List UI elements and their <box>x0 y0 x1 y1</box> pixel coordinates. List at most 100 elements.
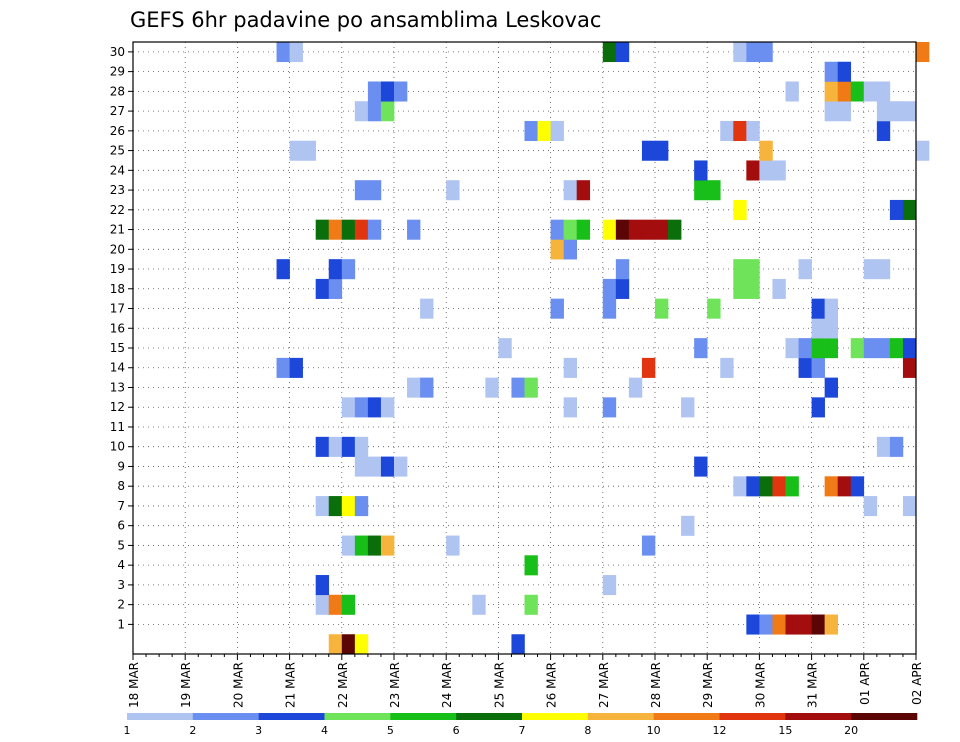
precip-cell <box>772 278 786 299</box>
precip-cell <box>824 318 838 339</box>
precip-cell <box>524 120 538 142</box>
precip-cell <box>367 81 382 102</box>
precip-cell <box>824 298 838 319</box>
y-axis: 1234567891011121314151617181920212223242… <box>110 45 133 631</box>
precip-cell <box>837 61 852 82</box>
precip-cell <box>563 180 577 201</box>
x-tick-label: 26 MAR <box>545 662 559 708</box>
y-tick-label: 16 <box>110 321 125 335</box>
precip-cell <box>315 219 330 240</box>
legend-label: 4 <box>321 724 328 737</box>
precip-cell <box>824 614 838 635</box>
precip-cell <box>628 377 643 398</box>
precip-cell <box>863 496 878 517</box>
precip-cell <box>889 101 904 122</box>
x-tick-label: 23 MAR <box>388 662 402 708</box>
precip-cell <box>354 456 369 477</box>
legend-swatch <box>324 713 391 720</box>
y-tick-label: 19 <box>110 262 125 276</box>
precip-cell <box>315 496 330 517</box>
precip-cell <box>472 594 486 615</box>
precip-cell <box>407 219 421 240</box>
precip-cell <box>550 120 564 142</box>
precip-cell <box>615 42 630 63</box>
x-tick-label: 27 MAR <box>597 662 611 708</box>
precip-cell <box>798 259 812 280</box>
precip-cell <box>641 140 656 161</box>
precip-cell <box>811 397 825 418</box>
precip-cell <box>354 180 369 201</box>
precip-cell <box>720 357 734 378</box>
precip-cell <box>446 180 460 201</box>
precip-cell <box>837 81 852 102</box>
precip-cell <box>341 535 356 556</box>
precip-cell <box>407 377 421 398</box>
y-tick-label: 21 <box>110 223 125 237</box>
y-tick-label: 13 <box>110 380 125 394</box>
precip-cell <box>798 614 812 635</box>
precip-cell <box>746 278 760 299</box>
y-tick-label: 2 <box>117 598 125 612</box>
x-tick-label: 24 MAR <box>440 662 454 708</box>
precip-cell <box>354 496 369 517</box>
precip-cell <box>550 298 564 319</box>
y-tick-label: 18 <box>110 282 125 296</box>
precip-cell <box>772 160 786 181</box>
legend-label: 12 <box>713 724 727 737</box>
precip-cell <box>759 140 773 161</box>
precip-cell <box>289 357 303 378</box>
precip-cell <box>876 338 891 359</box>
precip-cell <box>850 476 865 497</box>
precip-cell <box>380 397 395 418</box>
precip-cell <box>798 338 812 359</box>
legend-label: 2 <box>189 724 196 737</box>
precip-cell <box>694 338 708 359</box>
x-tick-label: 21 MAR <box>284 662 298 708</box>
precip-cell <box>576 180 591 201</box>
precip-cell <box>837 476 852 497</box>
precip-cell <box>785 338 799 359</box>
x-tick-label: 31 MAR <box>806 662 820 708</box>
precip-cell <box>563 397 577 418</box>
precip-cell <box>276 259 290 280</box>
precip-cell <box>289 42 303 63</box>
precip-cell <box>550 239 564 260</box>
precip-cell <box>876 120 891 142</box>
precip-cell <box>772 614 786 635</box>
precip-cell <box>641 219 656 240</box>
precip-cell <box>902 101 917 122</box>
legend-swatch <box>258 713 325 720</box>
precip-cell <box>380 101 395 122</box>
precip-cell <box>694 160 708 181</box>
legend-swatch <box>785 713 852 720</box>
precip-cell <box>328 496 343 517</box>
y-tick-label: 23 <box>110 183 125 197</box>
precip-cell <box>563 239 577 260</box>
y-tick-label: 7 <box>117 499 125 513</box>
precip-cell <box>655 298 669 319</box>
precip-cell <box>759 42 773 63</box>
precip-cell <box>798 357 812 378</box>
x-tick-label: 01 APR <box>858 662 872 705</box>
legend-label: 10 <box>647 724 661 737</box>
legend-label: 1 <box>124 724 131 737</box>
precip-cell <box>655 219 669 240</box>
precip-cell <box>889 199 904 220</box>
precip-cell <box>876 259 891 280</box>
x-tick-label: 22 MAR <box>336 662 350 708</box>
precip-cell <box>876 101 891 122</box>
y-tick-label: 30 <box>110 45 125 59</box>
precip-cell <box>916 42 930 63</box>
precip-cell <box>746 259 760 280</box>
precip-cell <box>602 575 617 596</box>
precip-cell <box>837 101 852 122</box>
precip-cell <box>328 436 343 457</box>
x-tick-label: 25 MAR <box>492 662 506 708</box>
precip-cell <box>811 357 825 378</box>
precip-cell <box>394 456 408 477</box>
precip-cell <box>824 81 838 102</box>
y-tick-label: 14 <box>110 361 125 375</box>
precip-cell <box>341 496 356 517</box>
precip-cell <box>394 81 408 102</box>
y-tick-label: 15 <box>110 341 125 355</box>
